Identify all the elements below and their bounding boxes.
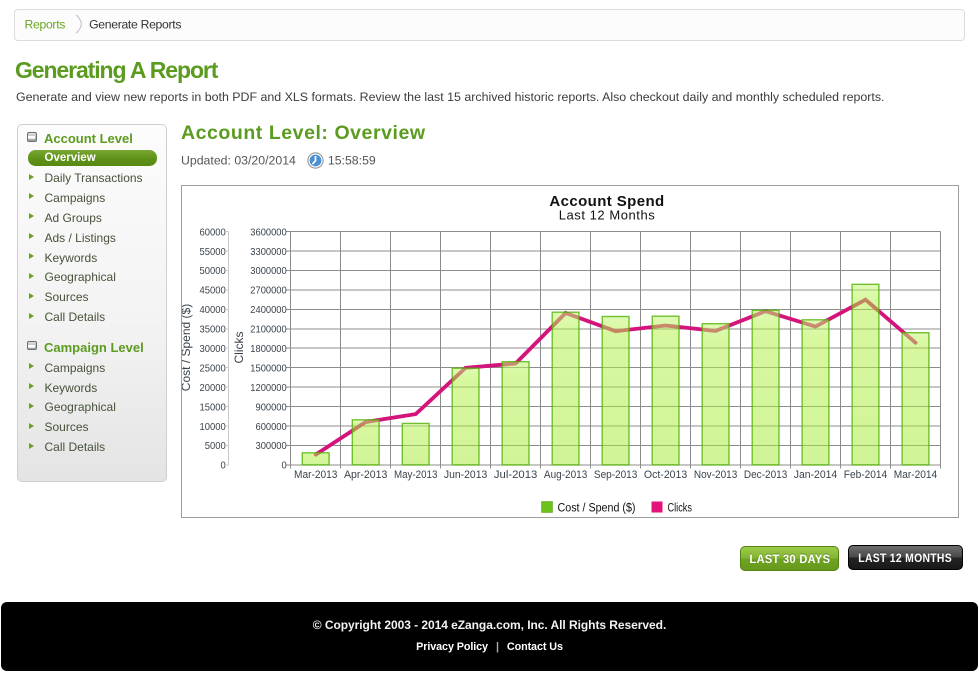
svg-text:Sep-2013: Sep-2013 [593,469,636,481]
svg-text:Clicks: Clicks [667,503,692,515]
svg-text:1800000: 1800000 [250,343,287,355]
svg-text:10000: 10000 [199,421,225,433]
svg-text:0: 0 [281,460,286,472]
svg-text:Mar-2013: Mar-2013 [294,469,337,481]
svg-text:Jun-2013: Jun-2013 [443,469,486,481]
svg-text:900000: 900000 [255,401,286,413]
svg-text:Dec-2013: Dec-2013 [743,469,786,481]
svg-text:Clicks: Clicks [232,332,246,364]
svg-text:55000: 55000 [199,246,225,258]
svg-text:Cost / Spend ($): Cost / Spend ($) [557,503,635,515]
svg-text:2700000: 2700000 [250,285,287,297]
svg-text:50000: 50000 [199,265,225,277]
svg-text:40000: 40000 [199,304,225,316]
svg-text:15000: 15000 [199,401,225,413]
svg-text:0: 0 [220,460,225,472]
svg-text:2100000: 2100000 [250,324,287,336]
svg-text:Jan-2014: Jan-2014 [793,469,836,481]
svg-text:May-2013: May-2013 [394,469,437,481]
svg-text:Aug-2013: Aug-2013 [543,469,586,481]
svg-text:45000: 45000 [199,285,225,297]
svg-text:Mar-2014: Mar-2014 [893,469,936,481]
svg-text:20000: 20000 [199,382,225,394]
svg-text:2400000: 2400000 [250,304,287,316]
svg-text:Last 12 Months: Last 12 Months [558,208,655,223]
svg-text:25000: 25000 [199,362,225,374]
svg-text:600000: 600000 [255,421,286,433]
svg-text:60000: 60000 [199,226,225,238]
svg-text:Jul-2013: Jul-2013 [493,469,536,481]
svg-text:Nov-2013: Nov-2013 [693,469,736,481]
svg-text:35000: 35000 [199,324,225,336]
svg-text:Feb-2014: Feb-2014 [843,469,886,481]
svg-text:1500000: 1500000 [250,362,287,374]
svg-text:Cost / Spend ($): Cost / Spend ($) [182,304,193,391]
svg-text:3600000: 3600000 [250,226,287,238]
svg-text:3000000: 3000000 [250,265,287,277]
svg-text:Oct-2013: Oct-2013 [643,469,686,481]
svg-text:300000: 300000 [255,440,286,452]
svg-text:5000: 5000 [204,440,225,452]
svg-text:30000: 30000 [199,343,225,355]
svg-text:3300000: 3300000 [250,246,287,258]
svg-text:1200000: 1200000 [250,382,287,394]
svg-text:Account Spend: Account Spend [549,193,664,210]
svg-text:Apr-2013: Apr-2013 [344,469,387,481]
